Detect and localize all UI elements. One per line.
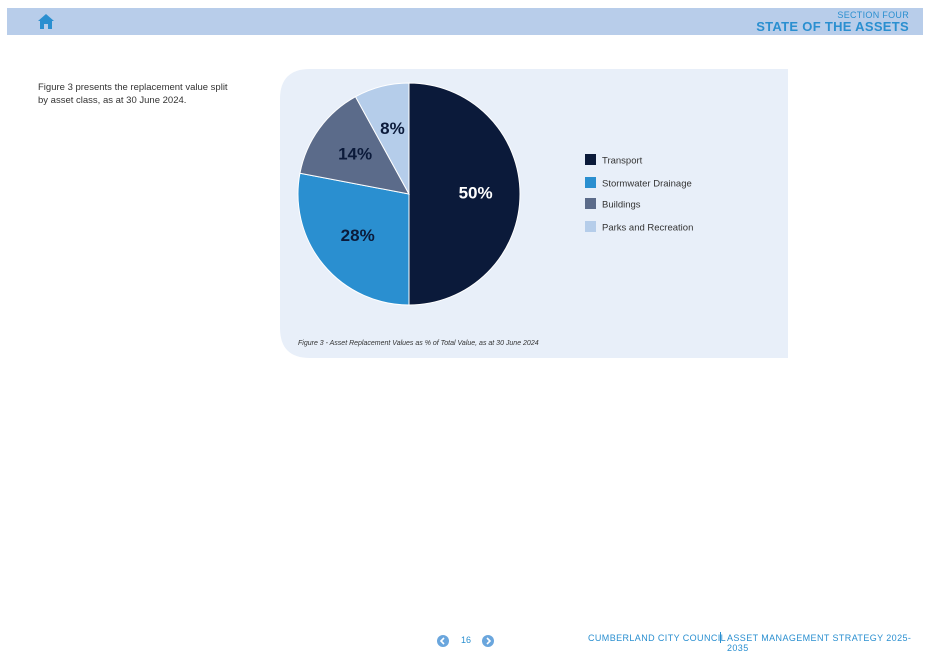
pie-slice bbox=[354, 82, 410, 195]
chart-caption: Figure 3 - Asset Replacement Values as %… bbox=[298, 340, 539, 347]
page-number: 16 bbox=[460, 635, 471, 645]
footer-document: ASSET MANAGEMENT STRATEGY 2025-2035 bbox=[727, 633, 912, 653]
section-title: STATE OF THE ASSETS bbox=[756, 19, 909, 34]
footer-organisation: CUMBERLAND CITY COUNCIL bbox=[588, 633, 727, 643]
slice-label: 28% bbox=[341, 226, 375, 245]
header-bar bbox=[7, 8, 923, 35]
next-page-button[interactable] bbox=[481, 634, 495, 648]
slice-label: 50% bbox=[459, 183, 493, 202]
slice-label: 8% bbox=[380, 119, 405, 138]
pie-slice bbox=[297, 172, 410, 306]
legend-label: Stormwater Drainage bbox=[602, 179, 692, 190]
legend-label: Parks and Recreation bbox=[602, 223, 693, 234]
footer-separator bbox=[720, 632, 721, 643]
legend-label: Buildings bbox=[602, 200, 641, 211]
legend-swatch bbox=[585, 221, 596, 232]
pie-slice bbox=[408, 82, 521, 306]
slice-label: 14% bbox=[338, 144, 372, 163]
pie-slice bbox=[299, 96, 410, 195]
legend-swatch bbox=[585, 198, 596, 209]
home-button[interactable] bbox=[37, 13, 55, 30]
legend-label: Transport bbox=[602, 156, 643, 167]
prev-page-button[interactable] bbox=[436, 634, 450, 648]
legend-swatch bbox=[585, 177, 596, 188]
legend-swatch bbox=[585, 154, 596, 165]
chart: Figure 3 - Asset Replacement Values as %… bbox=[280, 69, 788, 358]
section-kicker: SECTION FOUR bbox=[837, 10, 909, 20]
intro-text: Figure 3 presents the replacement value … bbox=[38, 82, 228, 106]
